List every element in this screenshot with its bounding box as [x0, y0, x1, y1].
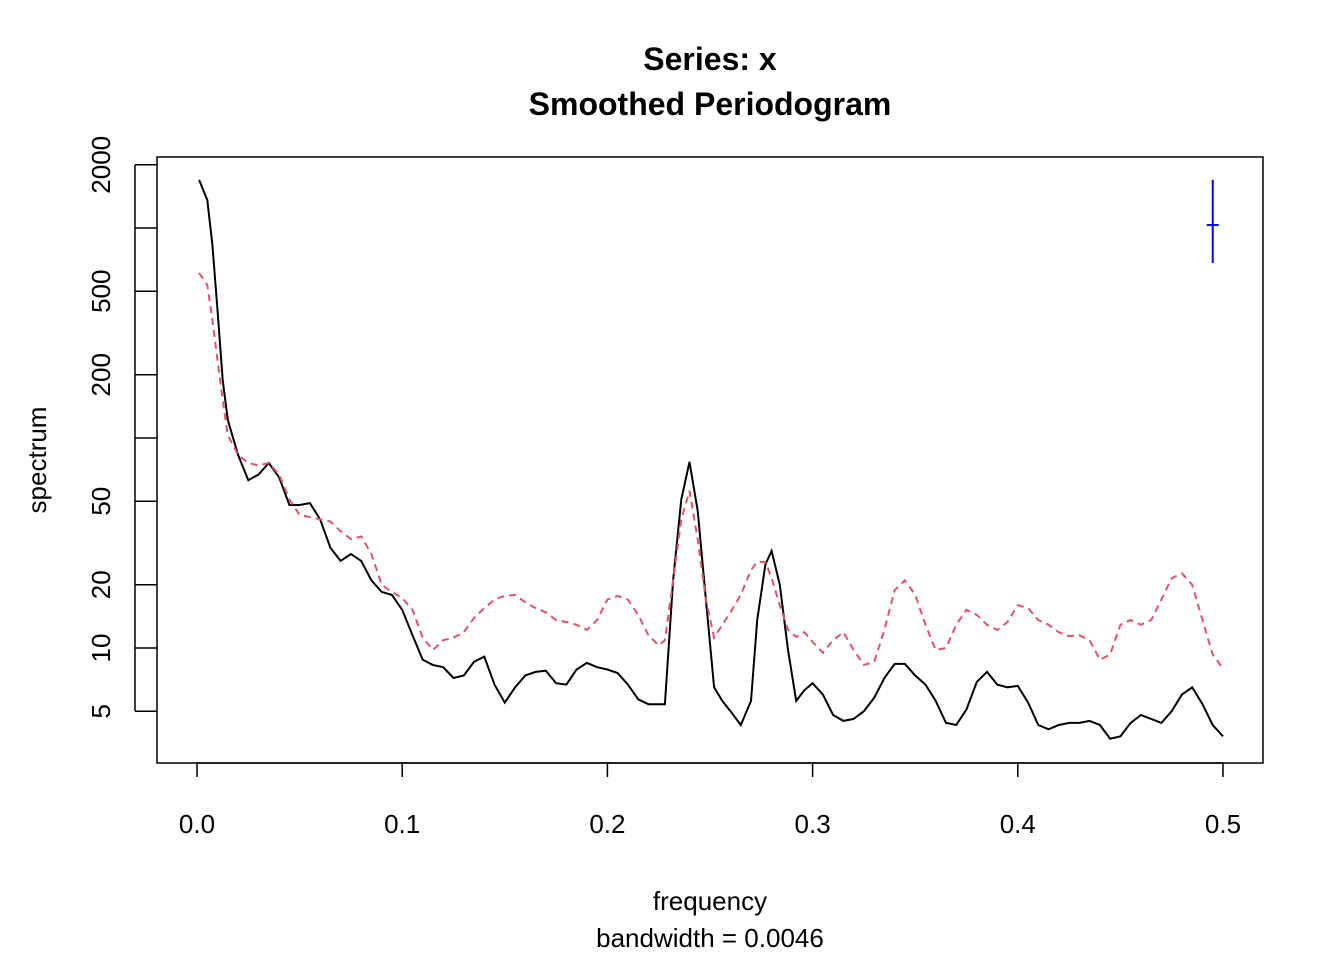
x-tick-label: 0.3 — [795, 809, 831, 839]
chart-subtitle: Smoothed Periodogram — [529, 86, 892, 122]
y-tick-label: 2000 — [86, 136, 116, 194]
chart-title: Series: x — [643, 41, 777, 77]
x-tick-label: 0.2 — [589, 809, 625, 839]
y-tick-label: 20 — [86, 570, 116, 599]
x-tick-label: 0.1 — [384, 809, 420, 839]
y-tick-label: 5 — [86, 704, 116, 718]
series-line — [198, 179, 1224, 740]
x-tick-label: 0.5 — [1205, 809, 1241, 839]
y-tick-label: 500 — [86, 270, 116, 313]
y-axis-label: spectrum — [22, 407, 52, 514]
plot-frame — [156, 156, 1264, 764]
series-line — [198, 272, 1224, 669]
x-axis-label: frequency — [653, 886, 767, 916]
y-tick-label: 10 — [86, 634, 116, 663]
x-tick-label: 0.4 — [1000, 809, 1036, 839]
y-tick-label: 50 — [86, 487, 116, 516]
y-tick-label: 200 — [86, 353, 116, 396]
x-axis-sublabel: bandwidth = 0.0046 — [596, 923, 824, 953]
x-tick-label: 0.0 — [179, 809, 215, 839]
